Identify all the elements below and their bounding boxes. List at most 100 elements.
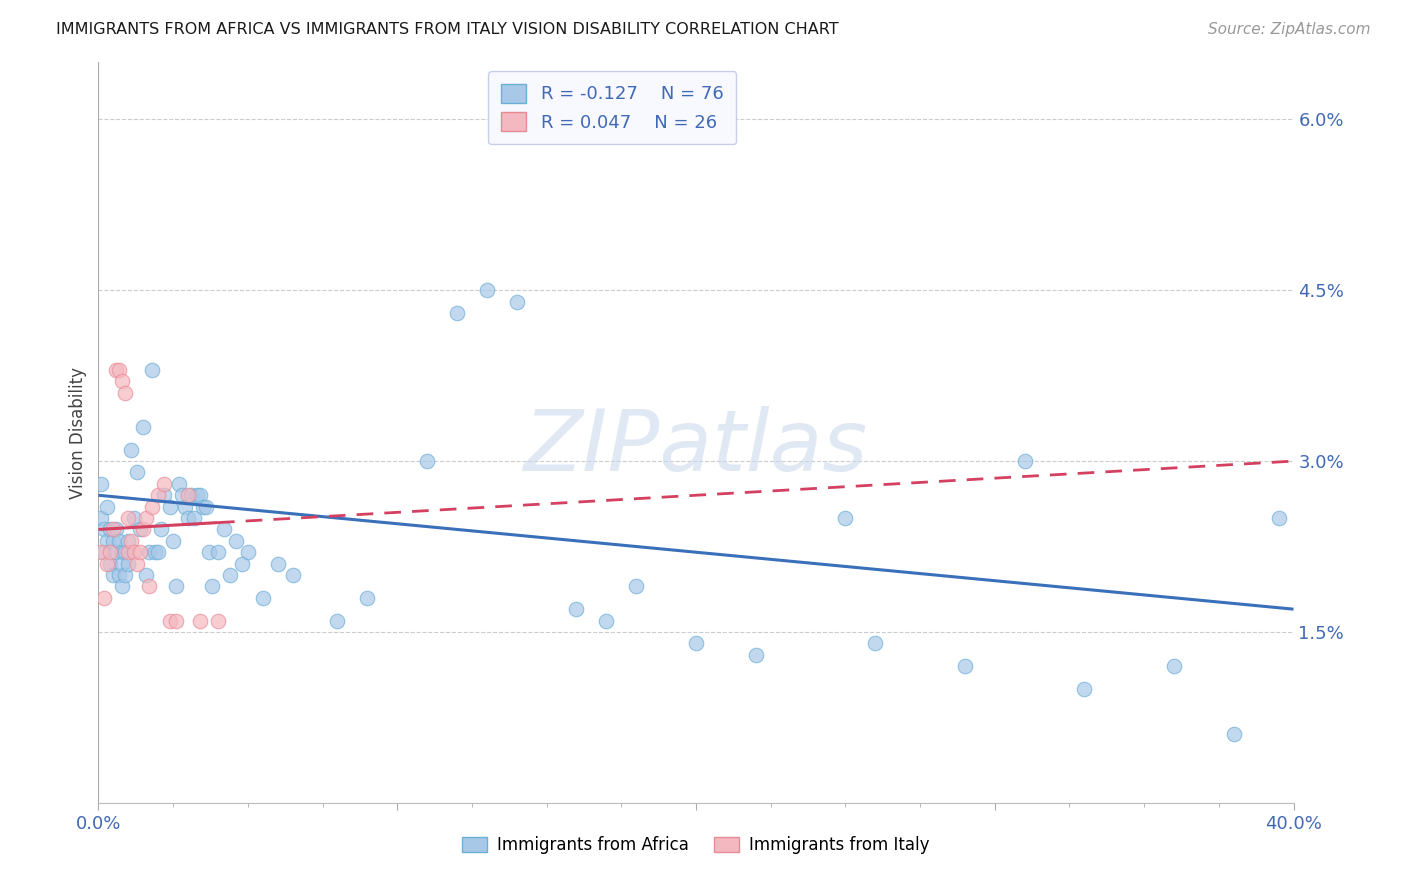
Immigrants from Africa	[90, 511, 112, 525]
Immigrants from Italy	[90, 545, 112, 559]
Immigrants from Africa	[143, 545, 166, 559]
Immigrants from Italy	[93, 591, 115, 605]
Immigrants from Africa	[96, 500, 118, 514]
Immigrants from Africa	[219, 568, 242, 582]
Immigrants from Africa	[212, 523, 235, 537]
Immigrants from Africa	[165, 579, 187, 593]
Immigrants from Africa	[177, 511, 200, 525]
Immigrants from Italy	[148, 488, 170, 502]
Immigrants from Africa	[506, 294, 529, 309]
Immigrants from Africa	[141, 363, 163, 377]
Immigrants from Africa	[117, 533, 139, 548]
Immigrants from Africa	[1073, 681, 1095, 696]
Immigrants from Africa	[162, 533, 184, 548]
Immigrants from Italy	[120, 533, 142, 548]
Immigrants from Africa	[565, 602, 588, 616]
Immigrants from Africa	[356, 591, 378, 605]
Immigrants from Africa	[150, 523, 173, 537]
Immigrants from Africa	[267, 557, 290, 571]
Immigrants from Africa	[111, 557, 134, 571]
Immigrants from Africa	[93, 523, 115, 537]
Immigrants from Africa	[111, 545, 134, 559]
Immigrants from Italy	[98, 545, 122, 559]
Immigrants from Africa	[129, 523, 152, 537]
Immigrants from Africa	[195, 500, 218, 514]
Immigrants from Africa	[98, 523, 122, 537]
Immigrants from Italy	[127, 557, 149, 571]
Immigrants from Italy	[105, 363, 128, 377]
Immigrants from Africa	[475, 283, 498, 297]
Text: Source: ZipAtlas.com: Source: ZipAtlas.com	[1208, 22, 1371, 37]
Immigrants from Africa	[191, 500, 214, 514]
Immigrants from Italy	[165, 614, 187, 628]
Immigrants from Africa	[685, 636, 707, 650]
Text: IMMIGRANTS FROM AFRICA VS IMMIGRANTS FROM ITALY VISION DISABILITY CORRELATION CH: IMMIGRANTS FROM AFRICA VS IMMIGRANTS FRO…	[56, 22, 839, 37]
Immigrants from Africa	[225, 533, 247, 548]
Immigrants from Africa	[120, 442, 142, 457]
Immigrants from Africa	[1267, 511, 1289, 525]
Immigrants from Italy	[117, 511, 139, 525]
Immigrants from Italy	[159, 614, 181, 628]
Immigrants from Africa	[90, 476, 112, 491]
Text: ZIPatlas: ZIPatlas	[524, 406, 868, 489]
Immigrants from Africa	[865, 636, 887, 650]
Immigrants from Italy	[207, 614, 229, 628]
Immigrants from Africa	[231, 557, 253, 571]
Immigrants from Italy	[108, 363, 131, 377]
Immigrants from Italy	[129, 545, 152, 559]
Immigrants from Africa	[159, 500, 181, 514]
Immigrants from Africa	[135, 568, 157, 582]
Immigrants from Africa	[1223, 727, 1246, 741]
Immigrants from Italy	[117, 545, 139, 559]
Immigrants from Africa	[188, 488, 211, 502]
Immigrants from Africa	[174, 500, 197, 514]
Immigrants from Africa	[626, 579, 648, 593]
Immigrants from Italy	[103, 523, 125, 537]
Immigrants from Africa	[745, 648, 768, 662]
Immigrants from Africa	[103, 533, 125, 548]
Immigrants from Africa	[236, 545, 259, 559]
Immigrants from Africa	[105, 523, 128, 537]
Immigrants from Africa	[252, 591, 274, 605]
Immigrants from Africa	[446, 306, 468, 320]
Immigrants from Africa	[114, 545, 136, 559]
Immigrants from Africa	[108, 533, 131, 548]
Immigrants from Italy	[138, 579, 160, 593]
Immigrants from Africa	[124, 511, 146, 525]
Immigrants from Africa	[180, 488, 202, 502]
Immigrants from Africa	[132, 420, 155, 434]
Immigrants from Italy	[124, 545, 146, 559]
Immigrants from Italy	[132, 523, 155, 537]
Immigrants from Italy	[111, 375, 134, 389]
Immigrants from Africa	[93, 545, 115, 559]
Immigrants from Italy	[153, 476, 176, 491]
Immigrants from Africa	[127, 466, 149, 480]
Immigrants from Africa	[198, 545, 221, 559]
Immigrants from Africa	[186, 488, 208, 502]
Immigrants from Africa	[105, 545, 128, 559]
Immigrants from Italy	[135, 511, 157, 525]
Immigrants from Africa	[953, 659, 976, 673]
Immigrants from Africa	[326, 614, 349, 628]
Immigrants from Africa	[167, 476, 190, 491]
Immigrants from Africa	[96, 533, 118, 548]
Immigrants from Africa	[111, 579, 134, 593]
Immigrants from Africa	[117, 557, 139, 571]
Immigrants from Africa	[1163, 659, 1185, 673]
Immigrants from Italy	[141, 500, 163, 514]
Immigrants from Africa	[201, 579, 224, 593]
Immigrants from Africa	[595, 614, 617, 628]
Immigrants from Italy	[114, 385, 136, 400]
Immigrants from Italy	[177, 488, 200, 502]
Immigrants from Africa	[114, 568, 136, 582]
Immigrants from Africa	[153, 488, 176, 502]
Immigrants from Africa	[207, 545, 229, 559]
Y-axis label: Vision Disability: Vision Disability	[69, 367, 87, 499]
Immigrants from Africa	[834, 511, 856, 525]
Immigrants from Africa	[1014, 454, 1036, 468]
Legend: Immigrants from Africa, Immigrants from Italy: Immigrants from Africa, Immigrants from …	[456, 830, 936, 861]
Immigrants from Africa	[138, 545, 160, 559]
Immigrants from Italy	[96, 557, 118, 571]
Immigrants from Africa	[108, 568, 131, 582]
Immigrants from Africa	[148, 545, 170, 559]
